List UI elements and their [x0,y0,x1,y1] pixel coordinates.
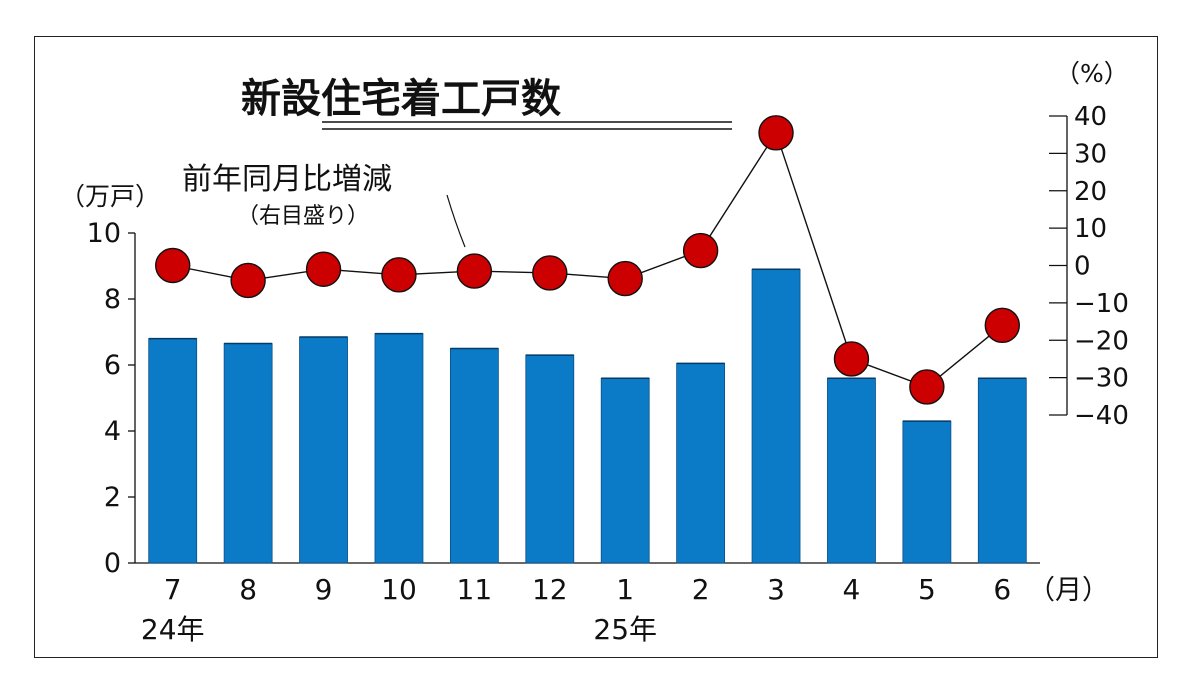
line-series-point [230,262,266,299]
line-series-point [381,257,417,293]
bar [827,377,876,564]
x-tick-label: 11 [457,573,493,606]
line-series-point [532,255,568,291]
line-series-point [909,369,945,405]
left-axis-tick-label: 4 [104,416,121,447]
x-tick-label: 12 [532,573,568,606]
bar [148,338,198,564]
left-axis-tick-label: 0 [104,548,121,579]
x-year-label: 25年 [593,613,657,646]
line-series-point [607,260,643,297]
line-series-point [456,253,493,289]
right-axis-tick-label: −10 [1074,289,1129,319]
x-tick-label: 1 [616,573,634,606]
right-axis-tick-label: 20 [1074,177,1107,207]
bar [374,333,424,564]
left-axis-tick-label: 6 [104,350,121,381]
right-axis-tick-label: 30 [1074,139,1107,169]
x-year-label: 24年 [141,613,205,646]
x-tick-label: 6 [993,573,1011,606]
line-series-point [682,232,719,269]
x-tick-label: 9 [315,573,333,606]
x-tick-label: 8 [239,573,257,606]
right-axis-tick-label: 10 [1074,214,1107,244]
bar [902,420,952,564]
right-axis-tick-label: 0 [1074,252,1091,282]
bar [223,343,273,564]
line-series-point [984,307,1020,343]
left-axis-tick-label: 10 [87,218,121,249]
bar [525,354,575,564]
bar [751,268,801,564]
right-axis-tick-label: 40 [1074,102,1107,132]
right-axis-unit: （%） [1055,59,1129,88]
bar [676,362,726,564]
x-tick-label: 4 [843,573,861,606]
left-axis-tick-label: 8 [104,284,121,315]
x-tick-label: 5 [918,573,936,606]
line-series-note: （右目盛り） [237,204,369,229]
line-series-point [833,341,870,377]
left-axis-unit: （万戸） [60,182,160,211]
right-axis-tick-label: −20 [1074,326,1129,356]
x-tick-label: 10 [381,573,417,606]
right-axis-tick-label: −30 [1074,364,1129,394]
x-tick-label: 7 [164,573,182,606]
right-axis-tick-label: −40 [1074,401,1129,431]
chart-title: 新設住宅着工戸数 [241,76,561,122]
line-series-label: 前年同月比増減 [182,162,392,197]
left-axis-tick-label: 2 [104,482,121,513]
bar [449,348,499,564]
line-series-point [155,247,191,284]
x-axis-unit: （月） [1028,575,1109,606]
line-series-point [758,115,794,151]
chart-svg: 新設住宅着工戸数 （万戸） （%） （月） 前年同月比増減 （右目盛り） 024… [60,59,1129,646]
line-series-label-leader [446,194,466,248]
bar [299,336,348,564]
bar [977,377,1027,564]
x-tick-label: 3 [767,573,785,606]
line-series-point [305,251,342,287]
bar [600,377,650,564]
x-tick-label: 2 [692,573,710,606]
